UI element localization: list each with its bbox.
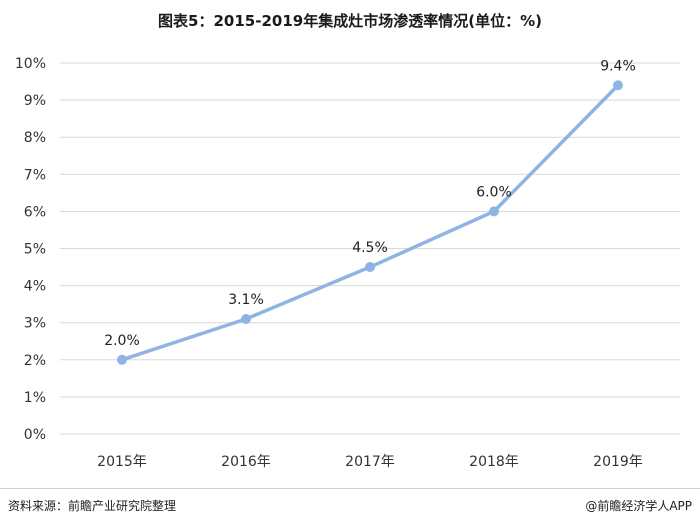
- y-tick-label: 10%: [15, 56, 46, 72]
- y-tick-label: 0%: [24, 427, 46, 443]
- x-tick-label: 2018年: [469, 454, 519, 470]
- y-tick-label: 7%: [24, 167, 46, 183]
- chart-title: 图表5：2015-2019年集成灶市场渗透率情况(单位：%): [158, 12, 542, 30]
- y-tick-label: 2%: [24, 353, 46, 369]
- data-label: 9.4%: [600, 58, 636, 74]
- source-note: 资料来源：前瞻产业研究院整理: [8, 499, 177, 513]
- data-point: [613, 80, 623, 91]
- data-point: [117, 354, 127, 365]
- data-point: [365, 262, 375, 273]
- x-tick-label: 2017年: [345, 454, 395, 470]
- data-point: [241, 313, 251, 324]
- data-labels: 2.0% 3.1% 4.5% 6.0% 9.4%: [104, 58, 636, 349]
- data-label: 6.0%: [476, 184, 512, 200]
- x-tick-label: 2015年: [97, 454, 147, 470]
- y-tick-label: 8%: [24, 130, 46, 146]
- gridlines: [60, 62, 680, 435]
- series-line: [121, 84, 620, 362]
- y-tick-label: 9%: [24, 93, 46, 109]
- footer: 资料来源：前瞻产业研究院整理 @前瞻经济学人APP: [0, 488, 700, 521]
- y-tick-label: 3%: [24, 316, 46, 332]
- line-chart: 0%1%2%3%4%5%6%7%8%9%10% 2015年 2016年 2017年 2…: [15, 56, 680, 470]
- data-label: 3.1%: [228, 292, 264, 308]
- y-tick-label: 4%: [24, 279, 46, 295]
- x-tick-label: 2019年: [593, 454, 643, 470]
- y-tick-label: 1%: [24, 390, 46, 406]
- data-point: [489, 206, 499, 217]
- y-axis-ticks: 0% 1% 2% 3% 4% 5% 6% 7% 8% 9% 10%: [15, 56, 46, 443]
- y-tick-label: 6%: [24, 204, 46, 220]
- x-axis-ticks: 2015年 2016年 2017年 2018年 2019年: [97, 454, 643, 470]
- data-label: 2.0%: [104, 333, 140, 349]
- data-label: 4.5%: [352, 240, 388, 256]
- data-points: [117, 80, 623, 365]
- x-tick-label: 2016年: [221, 454, 271, 470]
- brand-credit: @前瞻经济学人APP: [585, 499, 692, 513]
- y-tick-label: 5%: [24, 242, 46, 258]
